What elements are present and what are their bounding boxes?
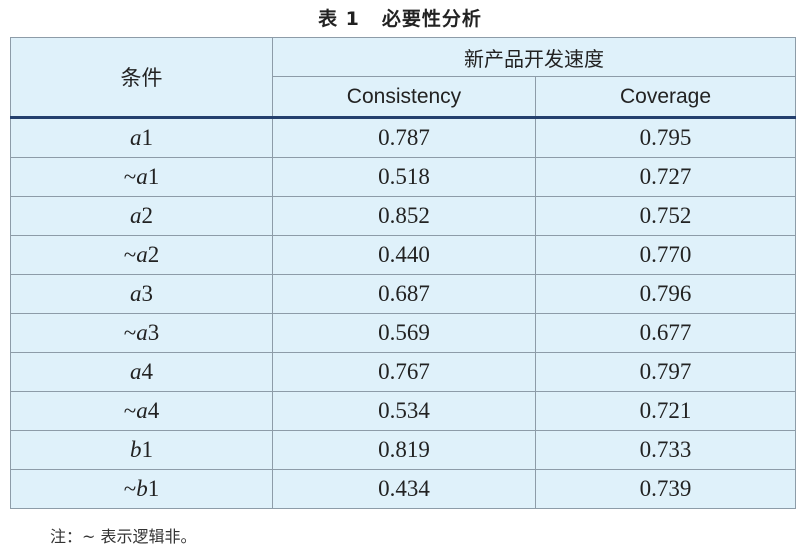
header-consistency: Consistency — [272, 76, 536, 119]
negation: ~ — [123, 320, 137, 345]
consistency-cell: 0.440 — [272, 235, 536, 275]
index: 2 — [147, 242, 160, 267]
table-row: a2 0.852 0.752 — [10, 196, 796, 236]
consistency-cell: 0.852 — [272, 196, 536, 236]
consistency-cell: 0.787 — [272, 117, 536, 158]
negation: ~ — [123, 476, 137, 501]
negation: ~ — [123, 398, 137, 423]
consistency-cell: 0.534 — [272, 391, 536, 431]
consistency-cell: 0.518 — [272, 157, 536, 197]
variable: a — [136, 164, 148, 189]
necessity-analysis-table: 条件 新产品开发速度 Consistency Coverage a1 0.787 0… — [10, 37, 796, 509]
variable: b — [136, 476, 148, 501]
variable: a — [136, 242, 148, 267]
table-row: a4 0.767 0.797 — [10, 352, 796, 392]
condition-cell: a4 — [10, 352, 273, 392]
consistency-cell: 0.569 — [272, 313, 536, 353]
coverage-cell: 0.770 — [535, 235, 796, 275]
table-row: a1 0.787 0.795 — [10, 117, 796, 158]
consistency-cell: 0.434 — [272, 469, 536, 509]
index: 4 — [147, 398, 160, 423]
variable: b — [130, 437, 142, 462]
table-number: 表 1 — [318, 8, 360, 30]
coverage-cell: 0.727 — [535, 157, 796, 197]
variable: a — [130, 203, 142, 228]
condition-cell: ~a3 — [10, 313, 273, 353]
variable: a — [136, 398, 148, 423]
condition-cell: ~a2 — [10, 235, 273, 275]
table-row: ~a4 0.534 0.721 — [10, 391, 796, 431]
header-coverage: Coverage — [535, 76, 796, 119]
consistency-cell: 0.767 — [272, 352, 536, 392]
index: 3 — [147, 320, 160, 345]
consistency-cell: 0.687 — [272, 274, 536, 314]
negation: ~ — [123, 242, 137, 267]
coverage-cell: 0.795 — [535, 117, 796, 158]
header-condition: 条件 — [10, 37, 273, 119]
index: 1 — [147, 164, 160, 189]
index: 2 — [141, 203, 154, 228]
table-row: ~a1 0.518 0.727 — [10, 157, 796, 197]
table-caption: 必要性分析 — [381, 8, 482, 30]
table-row: ~b1 0.434 0.739 — [10, 469, 796, 509]
condition-cell: ~a1 — [10, 157, 273, 197]
variable: a — [130, 125, 142, 150]
table-title: 表 1 必要性分析 — [0, 4, 800, 31]
table-row: b1 0.819 0.733 — [10, 430, 796, 470]
variable: a — [130, 359, 142, 384]
condition-cell: a2 — [10, 196, 273, 236]
table-row: ~a2 0.440 0.770 — [10, 235, 796, 275]
index: 1 — [141, 125, 154, 150]
coverage-cell: 0.796 — [535, 274, 796, 314]
coverage-cell: 0.739 — [535, 469, 796, 509]
variable: a — [136, 320, 148, 345]
header-group: 新产品开发速度 — [272, 37, 796, 77]
coverage-cell: 0.752 — [535, 196, 796, 236]
index: 3 — [141, 281, 154, 306]
table-row: ~a3 0.569 0.677 — [10, 313, 796, 353]
condition-cell: a3 — [10, 274, 273, 314]
table-note: 注：~ 表示逻辑非。 — [50, 527, 197, 546]
variable: a — [130, 281, 142, 306]
condition-cell: b1 — [10, 430, 273, 470]
consistency-cell: 0.819 — [272, 430, 536, 470]
condition-cell: a1 — [10, 117, 273, 158]
condition-cell: ~a4 — [10, 391, 273, 431]
index: 1 — [141, 437, 154, 462]
coverage-cell: 0.677 — [535, 313, 796, 353]
coverage-cell: 0.721 — [535, 391, 796, 431]
table-row: a3 0.687 0.796 — [10, 274, 796, 314]
index: 4 — [141, 359, 154, 384]
condition-cell: ~b1 — [10, 469, 273, 509]
negation: ~ — [123, 164, 137, 189]
coverage-cell: 0.797 — [535, 352, 796, 392]
index: 1 — [147, 476, 160, 501]
coverage-cell: 0.733 — [535, 430, 796, 470]
